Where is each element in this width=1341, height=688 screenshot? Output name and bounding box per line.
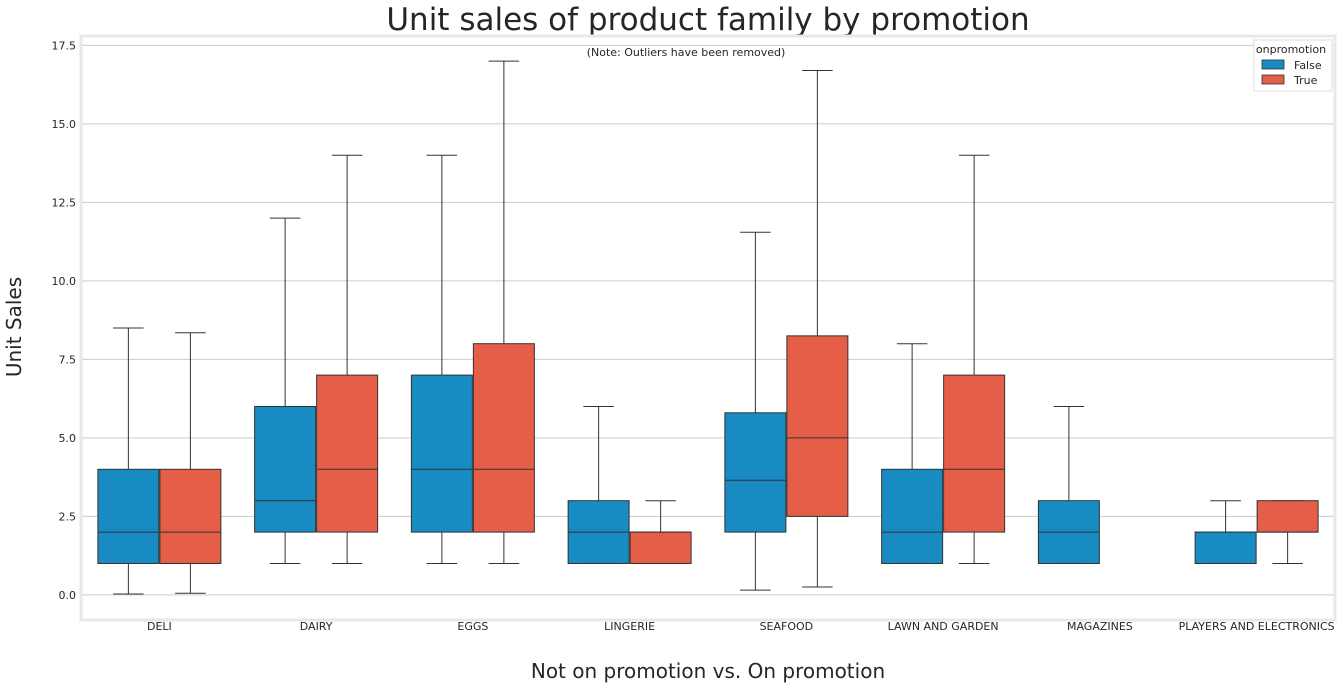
y-axis-label: Unit Sales bbox=[2, 277, 26, 377]
box-true-lawn-and-garden bbox=[943, 154, 1006, 564]
y-tick-label: 12.5 bbox=[52, 196, 77, 209]
box-false-lingerie bbox=[567, 405, 630, 564]
x-axis-label: Not on promotion vs. On promotion bbox=[531, 659, 885, 683]
box-false-deli bbox=[97, 327, 160, 595]
legend-entries: False True bbox=[1261, 59, 1322, 87]
box-false-lawn-and-garden bbox=[881, 343, 944, 564]
box-true-seafood bbox=[786, 70, 849, 588]
box-body bbox=[316, 374, 379, 533]
y-tick-label: 2.5 bbox=[59, 510, 77, 523]
y-tick-label: 5.0 bbox=[59, 432, 77, 445]
x-tick-label: SEAFOOD bbox=[760, 620, 814, 633]
box-body bbox=[254, 405, 317, 533]
chart-title: Unit sales of product family by promotio… bbox=[386, 2, 1029, 38]
box-body bbox=[1256, 500, 1319, 533]
box-body bbox=[97, 468, 160, 564]
legend-title: onpromotion bbox=[1256, 43, 1326, 56]
legend-label-true: True bbox=[1293, 74, 1318, 87]
legend: onpromotion False True bbox=[1253, 39, 1333, 92]
box-true-deli bbox=[159, 332, 222, 594]
box-body bbox=[1194, 531, 1257, 564]
box-body bbox=[786, 335, 849, 517]
box-body bbox=[410, 374, 473, 533]
box-body bbox=[159, 468, 222, 564]
x-tick-labels: DELI DAIRY EGGS LINGERIE SEAFOOD LAWN AND GAR… bbox=[147, 620, 1335, 633]
box-true-dairy bbox=[316, 154, 379, 564]
x-tick-label: LINGERIE bbox=[604, 620, 655, 633]
legend-swatch-false bbox=[1261, 59, 1285, 70]
y-tick-label: 0.0 bbox=[59, 589, 77, 602]
boxes bbox=[97, 60, 1319, 595]
legend-label-false: False bbox=[1294, 59, 1322, 72]
plot-frame bbox=[79, 34, 1337, 622]
x-tick-label: MAGAZINES bbox=[1067, 620, 1133, 633]
chart-annotation: (Note: Outliers have been removed) bbox=[587, 46, 786, 59]
box-false-players-and-electronics bbox=[1194, 500, 1257, 564]
y-tick-label: 15.0 bbox=[52, 118, 77, 131]
box-true-eggs bbox=[472, 60, 535, 564]
y-tick-label: 17.5 bbox=[52, 39, 77, 52]
x-tick-label: PLAYERS AND ELECTRONICS bbox=[1179, 620, 1335, 633]
box-true-players-and-electronics bbox=[1256, 500, 1319, 564]
box-body bbox=[629, 531, 692, 564]
box-body bbox=[943, 374, 1006, 533]
box-false-seafood bbox=[724, 231, 787, 591]
x-tick-label: DAIRY bbox=[300, 620, 333, 633]
y-tick-label: 10.0 bbox=[52, 275, 77, 288]
box-true-lingerie bbox=[629, 500, 692, 564]
legend-swatch-true bbox=[1261, 74, 1285, 85]
x-tick-label: LAWN AND GARDEN bbox=[888, 620, 999, 633]
y-tick-label: 7.5 bbox=[59, 353, 77, 366]
box-body bbox=[881, 468, 944, 564]
box-false-magazines bbox=[1037, 405, 1100, 564]
box-false-dairy bbox=[254, 217, 317, 564]
box-body bbox=[724, 412, 787, 533]
x-tick-label: EGGS bbox=[457, 620, 488, 633]
box-body bbox=[472, 343, 535, 533]
box-false-eggs bbox=[410, 154, 473, 564]
y-tick-labels: 0.0 2.5 5.0 7.5 10.0 12.5 15.0 17.5 bbox=[52, 39, 77, 601]
x-tick-label: DELI bbox=[147, 620, 172, 633]
